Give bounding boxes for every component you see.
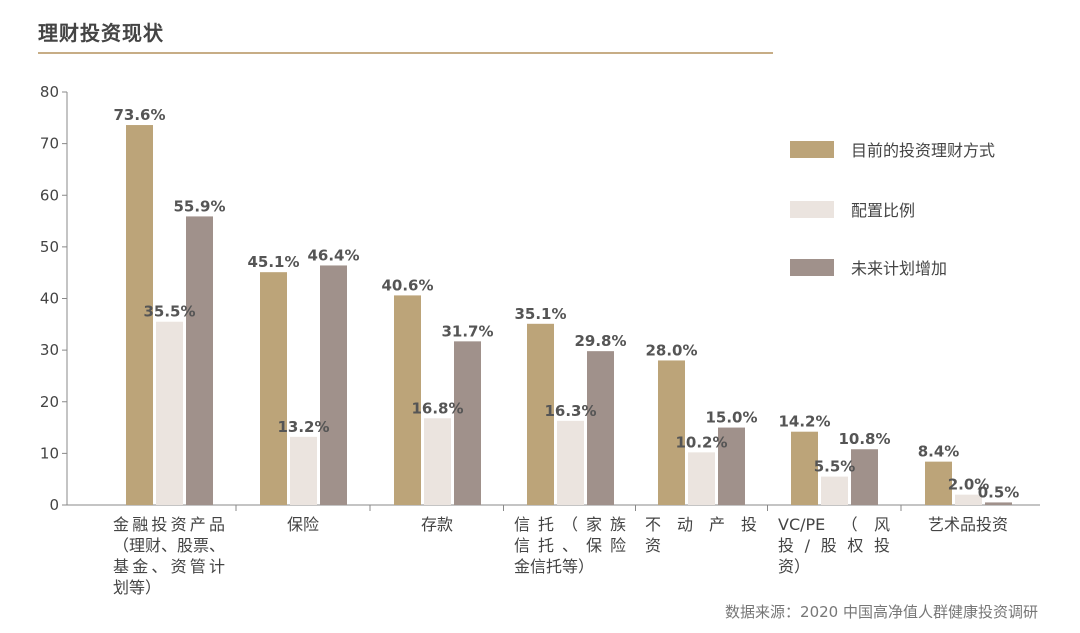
bar-series-2 <box>955 494 982 505</box>
y-tick-label: 0 <box>49 496 59 514</box>
bar-series-3 <box>718 427 745 505</box>
legend-swatch <box>790 141 834 158</box>
y-tick-label: 70 <box>40 135 59 153</box>
bar-series-1 <box>658 360 685 505</box>
x-tick-label-line: 金融投资产品 <box>113 515 225 534</box>
bar-series-1 <box>791 431 818 505</box>
legend-label: 配置比例 <box>851 201 915 220</box>
x-tick-label-line: 金信托等） <box>514 557 595 576</box>
y-tick-label: 10 <box>40 444 59 462</box>
legend-label: 目前的投资理财方式 <box>851 141 995 160</box>
y-tick-label: 60 <box>40 186 59 204</box>
data-label: 55.9% <box>173 197 225 215</box>
bar-series-3 <box>851 449 878 505</box>
page-title: 理财投资现状 <box>38 21 164 45</box>
x-tick-label: VC/PE（风 投/股权投资） <box>778 514 890 577</box>
x-tick-label-line: VC/PE（风 <box>778 515 890 534</box>
bar-series-3 <box>320 265 347 505</box>
x-tick-label-line: 基金、资管计 <box>113 557 225 576</box>
bar-series-1 <box>394 295 421 505</box>
data-label: 31.7% <box>441 322 493 340</box>
data-label: 2.0% <box>948 476 990 494</box>
bar-series-3 <box>186 216 213 505</box>
bar-series-1 <box>126 125 153 505</box>
data-label: 0.5% <box>978 483 1020 501</box>
data-labels: 73.6% 45.1% 40.6% 35.1% 28.0% 14.2% 8.4% 35.5% 1… <box>113 106 1019 501</box>
y-tick-label: 30 <box>40 341 59 359</box>
x-tick-label: 信托（家族信托、保险金信托等） <box>514 514 626 577</box>
data-label: 28.0% <box>645 341 697 359</box>
bar-series-2 <box>290 436 317 505</box>
data-label: 45.1% <box>247 253 299 271</box>
bars <box>126 125 1012 505</box>
x-tick-label: 不动产投资 <box>645 514 757 556</box>
data-label: 5.5% <box>814 458 856 476</box>
data-label: 16.3% <box>544 402 596 420</box>
x-tick-label-line: 资 <box>645 536 662 555</box>
x-tick-label-line: 资） <box>778 557 811 576</box>
data-label: 35.5% <box>143 303 195 321</box>
data-label: 10.2% <box>675 433 727 451</box>
bar-series-1 <box>527 323 554 505</box>
title-divider <box>38 52 773 54</box>
bar-series-1 <box>260 272 287 505</box>
bar-series-2 <box>424 418 451 505</box>
x-tick-label-line: （理财、股票、 <box>113 536 226 555</box>
y-tick-label: 50 <box>40 238 59 256</box>
bar-series-3 <box>587 351 614 505</box>
data-label: 10.8% <box>838 430 890 448</box>
data-label: 35.1% <box>514 305 566 323</box>
x-tick-label-line: 保险 <box>286 515 319 534</box>
legend-swatch <box>790 259 834 276</box>
bar-series-3 <box>454 341 481 505</box>
data-label: 46.4% <box>307 246 359 264</box>
data-label: 15.0% <box>705 409 757 427</box>
legend-swatch <box>790 201 834 218</box>
bar-series-1 <box>925 461 952 505</box>
x-tick-label-line: 艺术品投资 <box>927 515 1008 534</box>
data-label: 14.2% <box>778 413 830 431</box>
bar-series-2 <box>156 321 183 505</box>
bar-series-2 <box>821 476 848 505</box>
x-tick-label-line: 信托、保险 <box>514 536 626 555</box>
x-tick-label: 金融投资产品 （理财、股票、 基金、资管计 划等） <box>113 514 225 598</box>
x-tick-label-line: 划等） <box>113 578 162 597</box>
bar-series-2 <box>557 420 584 505</box>
data-label: 29.8% <box>574 332 626 350</box>
x-tick-label: 保险 <box>233 514 373 535</box>
x-tick-label: 艺术品投资 <box>898 514 1038 535</box>
x-tick-label-line: 存款 <box>420 515 453 534</box>
legend-label: 未来计划增加 <box>851 259 947 278</box>
x-tick-label-line: 信托（家族 <box>514 515 626 534</box>
data-label: 13.2% <box>277 418 329 436</box>
y-tick-label: 80 <box>40 83 59 101</box>
data-label: 8.4% <box>918 443 960 461</box>
y-tick-label: 40 <box>40 290 59 308</box>
bar-series-2 <box>688 452 715 505</box>
y-tick-label: 20 <box>40 393 59 411</box>
x-tick-label: 存款 <box>367 514 507 535</box>
data-label: 73.6% <box>113 106 165 124</box>
data-label: 16.8% <box>411 399 463 417</box>
x-tick-label-line: 不动产投 <box>645 515 757 534</box>
source-note: 数据来源：2020 中国高净值人群健康投资调研 <box>725 603 1038 621</box>
data-label: 40.6% <box>381 276 433 294</box>
bar-series-3 <box>985 502 1012 505</box>
x-tick-label-line: 投/股权投 <box>778 536 890 555</box>
